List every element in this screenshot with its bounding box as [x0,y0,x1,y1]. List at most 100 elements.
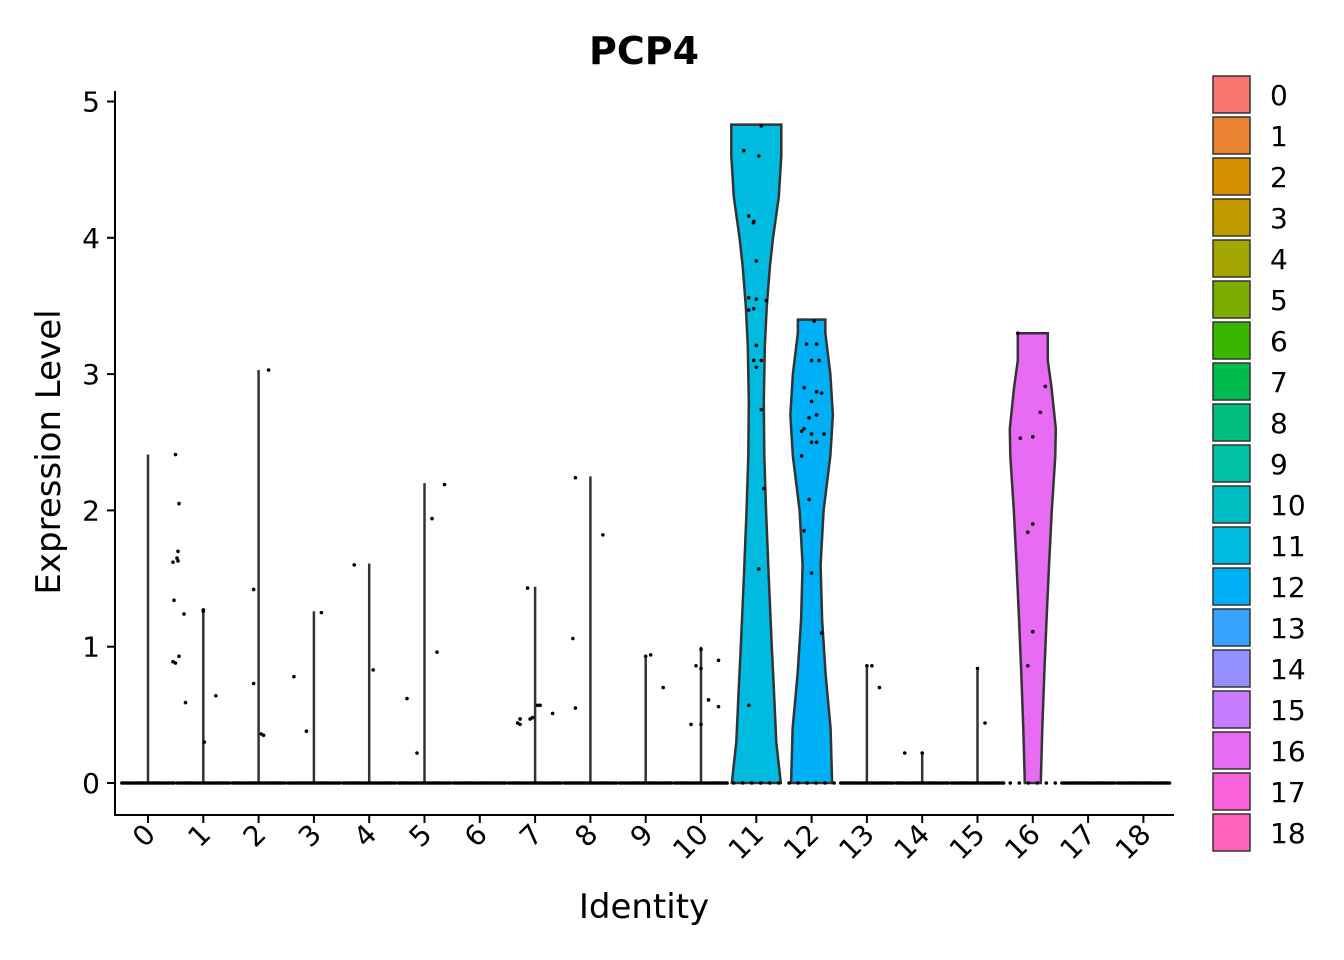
violin-group-1 [175,608,232,785]
x-tick-label-8: 8 [568,818,604,854]
legend-label-10: 10 [1270,489,1306,522]
legend-label-5: 5 [1270,284,1288,317]
point-15-0 [975,666,980,671]
point-12-20 [809,571,814,575]
legend-label-1: 1 [1270,120,1288,153]
legend-label-9: 9 [1270,448,1288,481]
violin-group-4 [341,563,398,785]
legend-label-14: 14 [1270,653,1306,686]
point-15-zero-29 [1001,781,1006,785]
point-7-6 [515,721,520,725]
point-10-3 [699,666,703,671]
point-12-15 [809,440,814,445]
legend-swatch-5 [1212,280,1251,319]
point-10-6 [689,722,693,727]
x-tick-label-1: 1 [181,818,217,854]
point-11-13 [759,358,764,363]
point-3-2 [304,729,309,734]
point-5-3 [405,696,409,701]
legend-swatch-13 [1212,608,1251,647]
point-11-17 [762,486,766,491]
legend-swatch-14 [1212,649,1251,688]
point-10-7 [699,722,703,727]
point-9-zero-29 [670,781,674,785]
point-2-0 [266,368,271,372]
violin-12 [789,318,835,785]
point-2-zero-29 [282,781,287,785]
point-8-2 [571,636,575,641]
point-12-zero-2 [805,781,809,785]
point-16-zero-3 [1035,781,1040,785]
point-12-zero-1 [796,781,800,785]
point-1-1 [201,609,206,614]
point-11-3 [747,214,751,218]
legend-label-8: 8 [1270,407,1288,440]
point-4-1 [371,668,376,672]
point-11-14 [752,358,756,363]
point-12-zero-3 [814,781,818,785]
point-0-9 [173,661,178,665]
x-tick-label-15: 15 [943,818,992,867]
point-12-1 [804,342,809,346]
point-11-zero-3 [759,781,763,785]
chart-title: PCP4 [589,29,699,73]
point-16-5 [1031,522,1035,526]
point-11-7 [747,295,751,300]
legend-swatch-6 [1212,321,1251,360]
point-6-zero-29 [504,781,508,785]
point-7-1 [535,703,540,708]
point-12-13 [809,432,814,436]
point-1-3 [202,740,207,744]
point-14-0 [902,751,907,755]
point-3-0 [319,610,324,615]
legend-swatch-9 [1212,444,1251,483]
point-12-12 [802,426,806,431]
legend-label-6: 6 [1270,325,1288,358]
point-0-1 [177,501,181,506]
point-12-0 [812,319,816,323]
point-16-0 [1016,331,1020,336]
point-11-15 [754,365,759,370]
violin-group-8 [562,475,619,785]
legend-swatch-18 [1212,813,1251,852]
x-tick-label-0: 0 [126,818,162,854]
y-tick-label-5: 5 [82,86,100,119]
y-tick-label-1: 1 [82,631,100,664]
x-tick-label-18: 18 [1109,818,1158,867]
x-axis-label: Identity [579,887,709,927]
point-0-6 [172,598,176,603]
violin-group-13 [839,663,895,785]
point-13-0 [865,663,869,668]
point-16-zero-5 [1053,781,1058,785]
y-tick-label-4: 4 [82,222,100,255]
point-11-zero-2 [750,781,754,785]
violin-group-16 [1008,331,1058,785]
x-tick-label-12: 12 [777,818,826,867]
legend-swatch-0 [1212,75,1251,114]
point-11-0 [759,124,764,128]
point-11-18 [757,567,761,571]
y-axis-ticks: 0 1 2 3 4 5 [82,86,115,800]
point-11-10 [747,308,751,312]
point-10-4 [706,698,711,702]
point-0-zero-29 [172,781,176,785]
x-tick-label-11: 11 [722,818,771,867]
point-10-2 [716,658,721,663]
point-12-8 [809,399,814,404]
point-10-0 [699,647,703,652]
point-7-zero-29 [559,781,563,785]
violin-group-9 [617,653,674,785]
violin-group-18 [1115,781,1172,785]
legend-swatch-12 [1212,567,1251,606]
x-tick-label-6: 6 [458,818,494,854]
point-11-zero-1 [741,781,745,785]
plot-area [120,123,1172,785]
violin-group-10 [673,646,729,785]
point-7-2 [538,703,542,708]
point-7-7 [550,711,555,716]
point-3-zero-29 [338,781,342,785]
x-tick-label-14: 14 [888,818,937,867]
point-0-0 [173,452,178,457]
